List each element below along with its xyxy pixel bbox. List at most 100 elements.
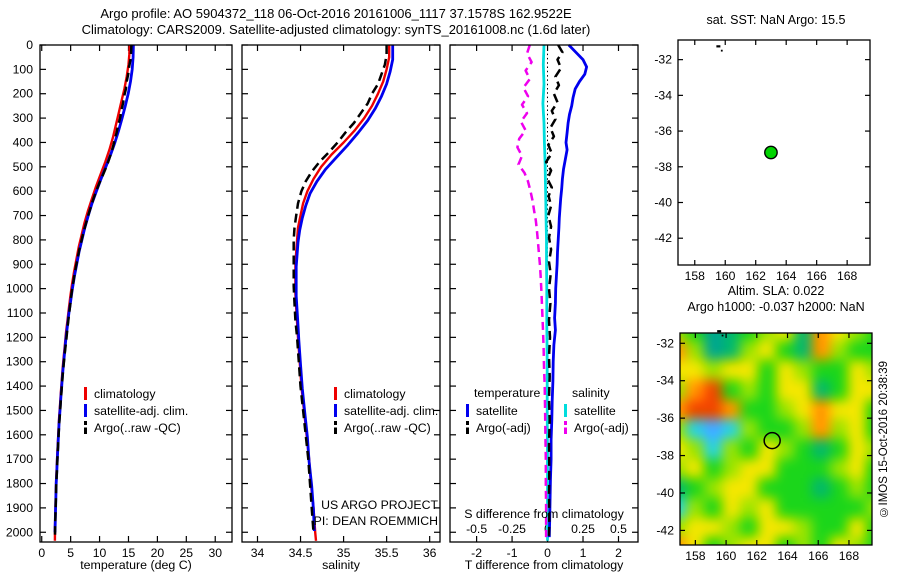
heat-cell [794, 379, 812, 400]
heat-cell [704, 537, 722, 545]
heat-cell [722, 340, 740, 361]
depth-tick-label: 1700 [6, 452, 33, 466]
heat-cell [758, 419, 776, 439]
heat-cell [722, 360, 740, 380]
heat-cell [686, 379, 704, 400]
heat-cell [740, 537, 758, 545]
heat-cell [848, 537, 866, 545]
heat-cell [830, 333, 848, 341]
salinity-axis-label: salinity [322, 558, 360, 572]
heat-cell [848, 478, 866, 498]
heat-cell [830, 360, 848, 380]
heat-cell [758, 458, 776, 479]
heat-cell [740, 360, 758, 380]
heat-cell [776, 517, 794, 538]
x-tick-label: 164 [776, 269, 797, 283]
heat-cell [704, 399, 722, 420]
heat-cell [776, 497, 794, 518]
depth-tick-label: 100 [13, 62, 34, 76]
depth-tick-label: 500 [13, 160, 34, 174]
depth-tick-label: 1000 [6, 282, 33, 296]
heat-cell [686, 517, 704, 538]
satellite-adjusted-line [294, 45, 395, 532]
heat-cell [758, 438, 776, 459]
depth-tick-label: 1400 [6, 379, 33, 393]
heat-cell [776, 379, 794, 400]
depth-tick-label: 700 [13, 209, 34, 223]
island-mark [716, 45, 721, 48]
project-credit-line-2: PI: DEAN ROEMMICH [313, 514, 438, 528]
heat-cell [722, 497, 740, 518]
s-tick-label: 0.25 [571, 522, 595, 536]
depth-tick-label: 800 [13, 233, 34, 247]
depth-tick-label: 1100 [7, 306, 33, 320]
heat-cell [812, 379, 830, 400]
x-tick-label: 168 [837, 269, 858, 283]
heat-cell [686, 438, 704, 459]
heat-cell [830, 379, 848, 400]
heat-cell [740, 340, 758, 361]
heat-cell [812, 360, 830, 380]
heat-cell [794, 399, 812, 420]
heat-cell [704, 438, 722, 459]
heat-cell [812, 478, 830, 498]
x-tick-label: 160 [716, 549, 737, 563]
heat-cell [812, 517, 830, 538]
heat-cell [794, 360, 812, 380]
heat-cell [722, 458, 740, 479]
heat-cell [776, 478, 794, 498]
heat-cell [722, 478, 740, 498]
t-difference-panel: -2 -1 0 1 2-0.5 -0.25 0 0.25 0.5 [449, 44, 639, 560]
satellite-s-diff-line [541, 44, 549, 541]
lat-tick-label: -32 [654, 53, 672, 67]
heat-cell [866, 360, 872, 380]
depth-tick-label: 200 [13, 87, 34, 101]
legend-label: satellite-adj. clim. [94, 403, 189, 418]
island-mark [720, 49, 723, 52]
lat-tick-label: -32 [656, 336, 674, 350]
heat-cell [686, 419, 704, 439]
s-tick-label: -0.25 [498, 522, 526, 536]
legend-item: satellite-adj. clim. [334, 402, 438, 419]
heat-cell [704, 340, 722, 361]
lat-tick-label: -36 [654, 124, 672, 138]
temperature-panel-legend: climatology satellite-adj. clim. Argo(..ra… [84, 385, 188, 436]
heat-cell [866, 333, 872, 341]
argo-position-marker [764, 145, 778, 160]
heat-cell [794, 458, 812, 479]
heat-cell [704, 517, 722, 538]
heat-cell [704, 333, 722, 341]
page-title-line-1: Argo profile: AO 5904372_118 06-Oct-2016… [100, 6, 572, 21]
sst-map-title: sat. SST: NaN Argo: 15.5 [706, 13, 846, 27]
argo-raw-line [53, 44, 133, 535]
heat-cell [704, 379, 722, 400]
depth-tick-label: 400 [13, 135, 34, 149]
lat-tick-label: -38 [654, 160, 672, 174]
plot-box [677, 39, 871, 266]
x-tick-label: 166 [806, 269, 827, 283]
imos-watermark-text: ©IMOS 15-Oct-2016 20:38:39 [878, 360, 890, 518]
legend-item: Argo(..raw -QC) [84, 419, 188, 436]
heat-cell [704, 478, 722, 498]
lat-tick-label: -42 [654, 231, 672, 245]
heat-cell [740, 438, 758, 459]
island-mark [717, 330, 722, 333]
plot-box [241, 44, 441, 543]
legend-label: Argo(-adj) [574, 420, 629, 435]
heat-cell [848, 399, 866, 420]
heat-cell [686, 360, 704, 380]
heat-cell [704, 458, 722, 479]
lat-tick-label: -38 [656, 449, 674, 463]
depth-tick-label: 1500 [6, 403, 33, 417]
heat-cell [740, 419, 758, 439]
heat-cell [776, 333, 794, 341]
depth-tick-label: 1800 [6, 477, 33, 491]
heat-cell [830, 478, 848, 498]
sst-map-panel: 158 160 162 164 166 168 -32 -34 -36 -38 -40 -42 [654, 39, 871, 283]
heat-cell [686, 537, 704, 545]
heat-cell [866, 517, 872, 538]
heat-cell [686, 478, 704, 498]
heat-cell [848, 419, 866, 439]
heat-cell [794, 517, 812, 538]
legend-item: Argo(..raw -QC) [334, 419, 438, 436]
